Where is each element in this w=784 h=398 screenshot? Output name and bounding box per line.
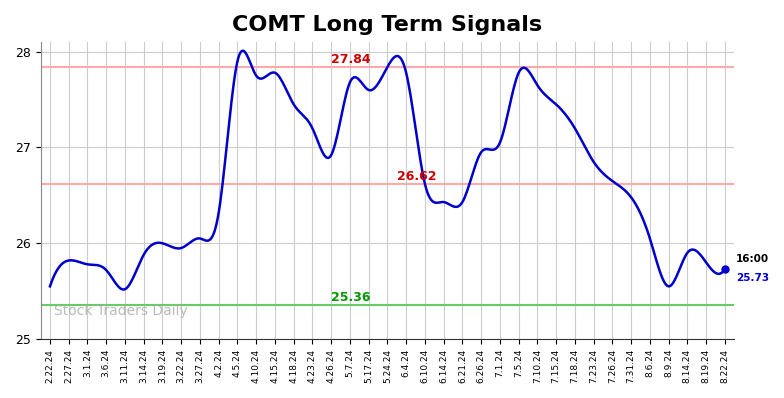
Text: 16:00: 16:00	[736, 254, 769, 264]
Text: 25.36: 25.36	[331, 291, 371, 304]
Text: Stock Traders Daily: Stock Traders Daily	[54, 304, 188, 318]
Text: 26.62: 26.62	[397, 170, 436, 183]
Text: 27.84: 27.84	[331, 53, 371, 66]
Text: 25.73: 25.73	[736, 273, 769, 283]
Title: COMT Long Term Signals: COMT Long Term Signals	[232, 15, 543, 35]
